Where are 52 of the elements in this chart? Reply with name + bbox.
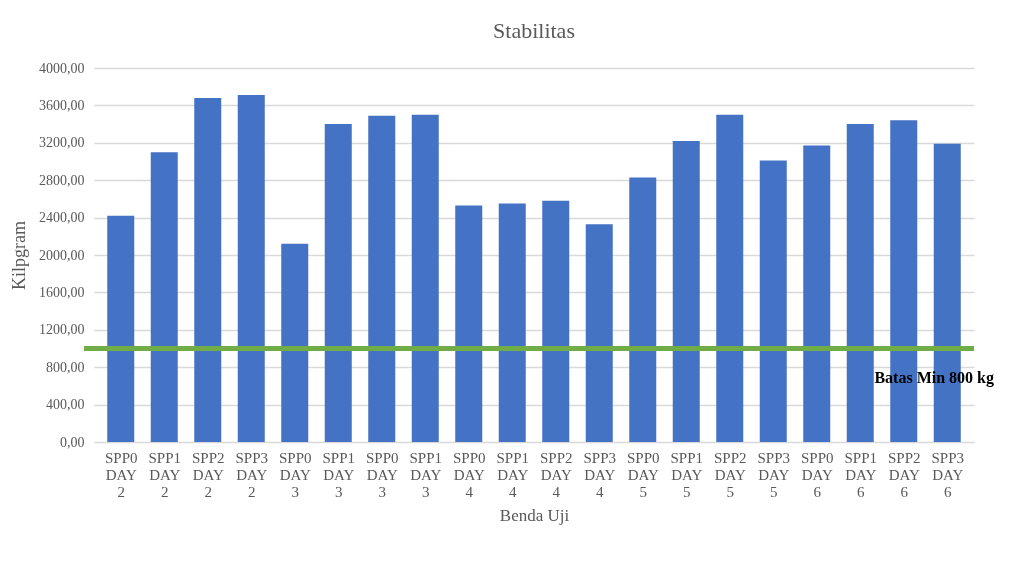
y-tick-label: 800,00 xyxy=(46,359,85,375)
x-tick-label: SPP1 DAY 3 xyxy=(322,449,356,500)
x-tick-label: SPP3 DAY 4 xyxy=(583,449,617,500)
x-tick-label: SPP3 DAY 2 xyxy=(235,449,269,500)
bar xyxy=(194,97,222,442)
y-tick-label: 3600,00 xyxy=(39,97,85,113)
bar xyxy=(759,160,787,442)
bar xyxy=(368,115,396,442)
bar xyxy=(672,140,700,442)
bar xyxy=(803,145,831,442)
bar xyxy=(585,224,613,442)
y-tick-label: 4000,00 xyxy=(39,60,85,76)
y-tick-label: 2800,00 xyxy=(39,172,85,188)
x-tick-label: SPP3 DAY 5 xyxy=(757,449,791,500)
x-tick-label: SPP1 DAY 4 xyxy=(496,449,530,500)
x-tick-label: SPP2 DAY 4 xyxy=(539,449,573,500)
bar xyxy=(281,243,309,442)
x-tick-label: SPP2 DAY 5 xyxy=(713,449,747,500)
bar xyxy=(455,205,483,442)
bar xyxy=(542,200,570,442)
y-tick-label: 400,00 xyxy=(46,397,85,413)
x-tick-label: SPP0 DAY 4 xyxy=(452,449,486,500)
x-tick-label: SPP0 DAY 5 xyxy=(626,449,660,500)
x-tick-label: SPP0 DAY 6 xyxy=(800,449,834,500)
y-axis-title: Kilpgram xyxy=(9,221,29,290)
bar xyxy=(324,124,352,442)
bar xyxy=(498,203,526,442)
x-tick-label: SPP1 DAY 6 xyxy=(844,449,878,500)
chart-title: Stabilitas xyxy=(493,18,575,43)
x-tick-label: SPP3 DAY 6 xyxy=(931,449,965,500)
y-tick-label: 1600,00 xyxy=(39,284,85,300)
y-tick-label: 0,00 xyxy=(60,434,85,450)
y-tick-label: 1200,00 xyxy=(39,322,85,338)
x-axis-title: Benda Uji xyxy=(499,505,570,525)
y-tick-label: 2000,00 xyxy=(39,247,85,263)
bar xyxy=(150,152,178,442)
bar xyxy=(716,114,744,442)
x-tick-label: SPP0 DAY 3 xyxy=(278,449,312,500)
x-tick-label: SPP0 DAY 3 xyxy=(365,449,399,500)
x-tick-label: SPP2 DAY 2 xyxy=(191,449,225,500)
y-tick-label: 2400,00 xyxy=(39,210,85,226)
x-tick-label: SPP2 DAY 6 xyxy=(887,449,921,500)
bar xyxy=(846,124,874,442)
x-tick-label: SPP0 DAY 2 xyxy=(104,449,138,500)
bar xyxy=(237,95,265,442)
x-tick-label: SPP1 DAY 3 xyxy=(409,449,443,500)
y-tick-label: 3200,00 xyxy=(39,135,85,151)
bar xyxy=(107,215,135,442)
x-tick-label: SPP1 DAY 5 xyxy=(670,449,704,500)
x-tick-label: SPP1 DAY 2 xyxy=(148,449,182,500)
bar xyxy=(629,177,657,442)
bar xyxy=(411,114,439,442)
